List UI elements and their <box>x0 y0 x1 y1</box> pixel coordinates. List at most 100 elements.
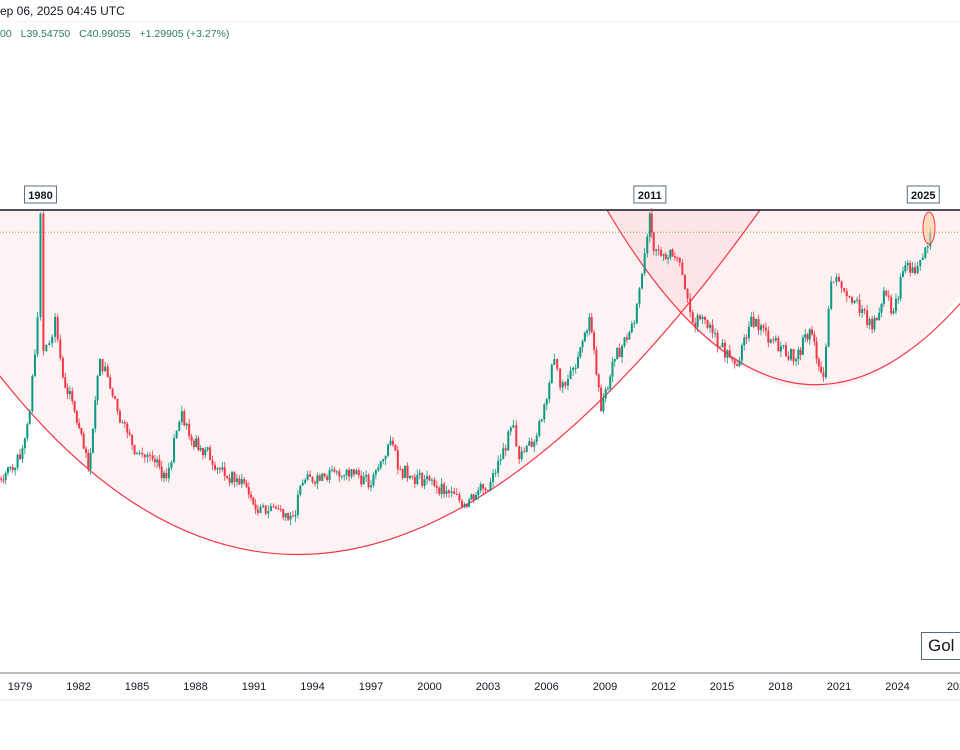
candle <box>455 493 458 495</box>
candle <box>374 470 377 475</box>
candle <box>160 466 163 478</box>
candle <box>126 423 129 433</box>
candle <box>633 322 636 324</box>
x-tick-label: 1988 <box>183 681 207 693</box>
candle <box>856 299 859 301</box>
candle <box>343 475 346 477</box>
candle <box>616 347 619 360</box>
candle <box>282 509 285 518</box>
candle <box>256 509 259 513</box>
candle <box>509 427 512 432</box>
candle <box>440 483 443 495</box>
candle <box>752 316 755 327</box>
candle <box>75 411 78 423</box>
candle <box>218 468 221 470</box>
candle <box>815 341 818 359</box>
candle <box>396 450 399 470</box>
x-tick-label: 2006 <box>534 681 558 693</box>
candle <box>593 332 596 350</box>
candle <box>820 366 823 373</box>
candle <box>170 462 173 468</box>
candle <box>167 467 170 479</box>
candle <box>497 460 500 473</box>
candle <box>774 338 777 341</box>
peak-label-box[interactable] <box>633 185 667 204</box>
candle <box>635 304 638 323</box>
candle <box>185 423 188 426</box>
candle <box>750 316 753 327</box>
candle <box>123 422 126 424</box>
x-tick-label: 2021 <box>827 681 851 693</box>
candle <box>211 460 214 465</box>
candle <box>577 356 580 368</box>
candle <box>757 319 760 331</box>
candle <box>48 343 51 345</box>
candle <box>33 354 36 376</box>
time-axis[interactable]: 1979 1982 1985 1988 1991 1994 1997 2000 2003 2006… <box>8 681 960 693</box>
candle <box>430 479 433 481</box>
x-tick-label: 202 <box>947 681 960 693</box>
candle <box>209 447 212 461</box>
candle <box>89 452 92 470</box>
candle <box>871 319 874 330</box>
candle <box>764 327 767 331</box>
candle <box>586 330 589 333</box>
x-tick-label: 2018 <box>768 681 792 693</box>
x-tick-label: 2015 <box>710 681 734 693</box>
candle <box>525 445 528 452</box>
candle <box>813 334 816 342</box>
candle <box>435 485 438 488</box>
candle <box>662 254 665 256</box>
candle <box>98 359 101 376</box>
candle <box>887 295 890 297</box>
candle <box>461 500 463 508</box>
candle <box>470 494 473 500</box>
candle <box>650 213 653 233</box>
candle <box>214 464 216 470</box>
x-tick-label: 2024 <box>885 681 909 693</box>
candle <box>711 324 714 334</box>
candle <box>304 479 307 483</box>
peak-label-box[interactable] <box>23 185 57 204</box>
candle <box>296 494 299 516</box>
candle <box>885 290 888 296</box>
candle <box>583 332 586 342</box>
candle <box>564 382 567 386</box>
candle <box>443 483 446 495</box>
candle <box>4 472 7 480</box>
candle <box>911 267 914 273</box>
candle <box>830 281 833 309</box>
candle <box>323 473 326 477</box>
candle <box>581 341 584 348</box>
candle <box>894 299 897 312</box>
candle <box>520 451 523 460</box>
candle <box>42 213 45 351</box>
candle <box>512 425 515 428</box>
candle <box>572 367 575 371</box>
candle <box>540 419 543 422</box>
candle <box>817 358 820 367</box>
peak-label-box[interactable] <box>906 185 940 204</box>
candle <box>64 377 67 388</box>
2025-highlight-marker[interactable] <box>922 211 936 245</box>
candles <box>0 207 932 526</box>
candle <box>165 472 168 479</box>
candle <box>101 359 104 372</box>
candle <box>899 277 902 299</box>
small-cup-arc <box>606 209 960 386</box>
candle <box>51 336 54 344</box>
candle <box>106 366 109 378</box>
candle <box>676 257 679 259</box>
candle <box>694 322 697 328</box>
candle <box>723 342 726 358</box>
candle <box>151 455 154 460</box>
candle <box>328 470 331 480</box>
small-cup-fill <box>607 210 960 390</box>
candle <box>882 290 885 305</box>
candle <box>873 317 876 330</box>
candle <box>804 334 807 338</box>
candle <box>745 337 748 339</box>
candle <box>418 472 421 475</box>
close-value: C40.99055 <box>79 28 131 40</box>
